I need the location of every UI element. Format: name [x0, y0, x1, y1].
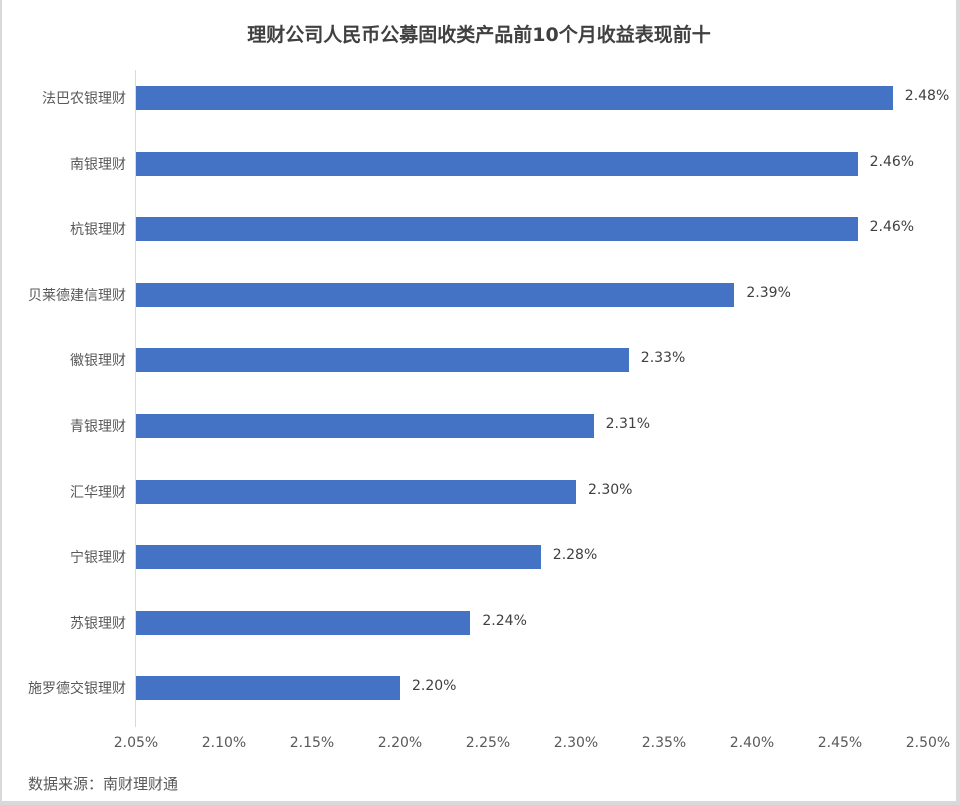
- bar: [136, 676, 400, 701]
- value-label: 2.46%: [869, 219, 915, 236]
- bar: [136, 479, 576, 504]
- bar-row: 苏银理财 2.24%: [2, 610, 956, 635]
- bar: [136, 217, 858, 242]
- x-tick-label: 2.20%: [377, 735, 423, 751]
- bar-row: 宁银理财 2.28%: [2, 545, 956, 570]
- bar-row: 施罗德交银理财 2.20%: [2, 676, 956, 701]
- value-label: 2.24%: [482, 612, 527, 629]
- value-label: 2.33%: [640, 350, 686, 367]
- category-label: 施罗德交银理财: [28, 681, 126, 698]
- bar: [136, 610, 471, 635]
- category-label: 宁银理财: [70, 550, 126, 567]
- category-label: 汇华理财: [70, 484, 126, 501]
- x-tick-label: 2.40%: [729, 735, 775, 751]
- bar: [136, 348, 629, 373]
- value-label: 2.30%: [588, 481, 633, 498]
- x-tick-label: 2.15%: [289, 735, 335, 751]
- y-axis-line: [135, 70, 136, 727]
- bar-row: 青银理财 2.31%: [2, 414, 956, 438]
- value-label: 2.39%: [746, 284, 791, 301]
- category-label: 徽银理财: [70, 353, 126, 370]
- x-tick-label: 2.50%: [905, 735, 951, 751]
- category-label: 南银理财: [70, 156, 126, 173]
- category-label: 贝莱德建信理财: [28, 287, 126, 304]
- data-source-note: 数据来源：南财理财通: [28, 775, 179, 793]
- x-tick-label: 2.25%: [465, 735, 511, 751]
- value-label: 2.31%: [605, 416, 651, 432]
- bar: [136, 151, 858, 176]
- bar: [136, 545, 541, 570]
- category-label: 青银理财: [70, 419, 126, 435]
- value-label: 2.46%: [869, 153, 915, 170]
- category-label: 法巴农银理财: [42, 91, 126, 107]
- bar: [136, 414, 594, 438]
- category-label: 杭银理财: [70, 222, 126, 239]
- chart-title: 理财公司人民币公募固收类产品前10个月收益表现前十: [247, 24, 711, 46]
- bar-row: 贝莱德建信理财 2.39%: [2, 282, 956, 307]
- bar-row: 南银理财 2.46%: [2, 151, 956, 176]
- x-tick-label: 2.45%: [817, 735, 863, 751]
- value-label: 2.28%: [552, 547, 598, 564]
- bar-row: 杭银理财 2.46%: [2, 217, 956, 242]
- bar-row: 法巴农银理财 2.48%: [2, 86, 956, 110]
- x-tick-label: 2.35%: [641, 735, 687, 751]
- x-tick-label: 2.30%: [553, 735, 599, 751]
- value-label: 2.20%: [412, 678, 457, 695]
- bar: [136, 282, 735, 307]
- bar: [136, 86, 893, 110]
- bar-row: 汇华理财 2.30%: [2, 479, 956, 504]
- x-tick-label: 2.10%: [201, 735, 247, 751]
- bar-row: 徽银理财 2.33%: [2, 348, 956, 373]
- value-label: 2.48%: [904, 88, 950, 104]
- category-label: 苏银理财: [70, 615, 126, 632]
- x-tick-label: 2.05%: [113, 735, 159, 751]
